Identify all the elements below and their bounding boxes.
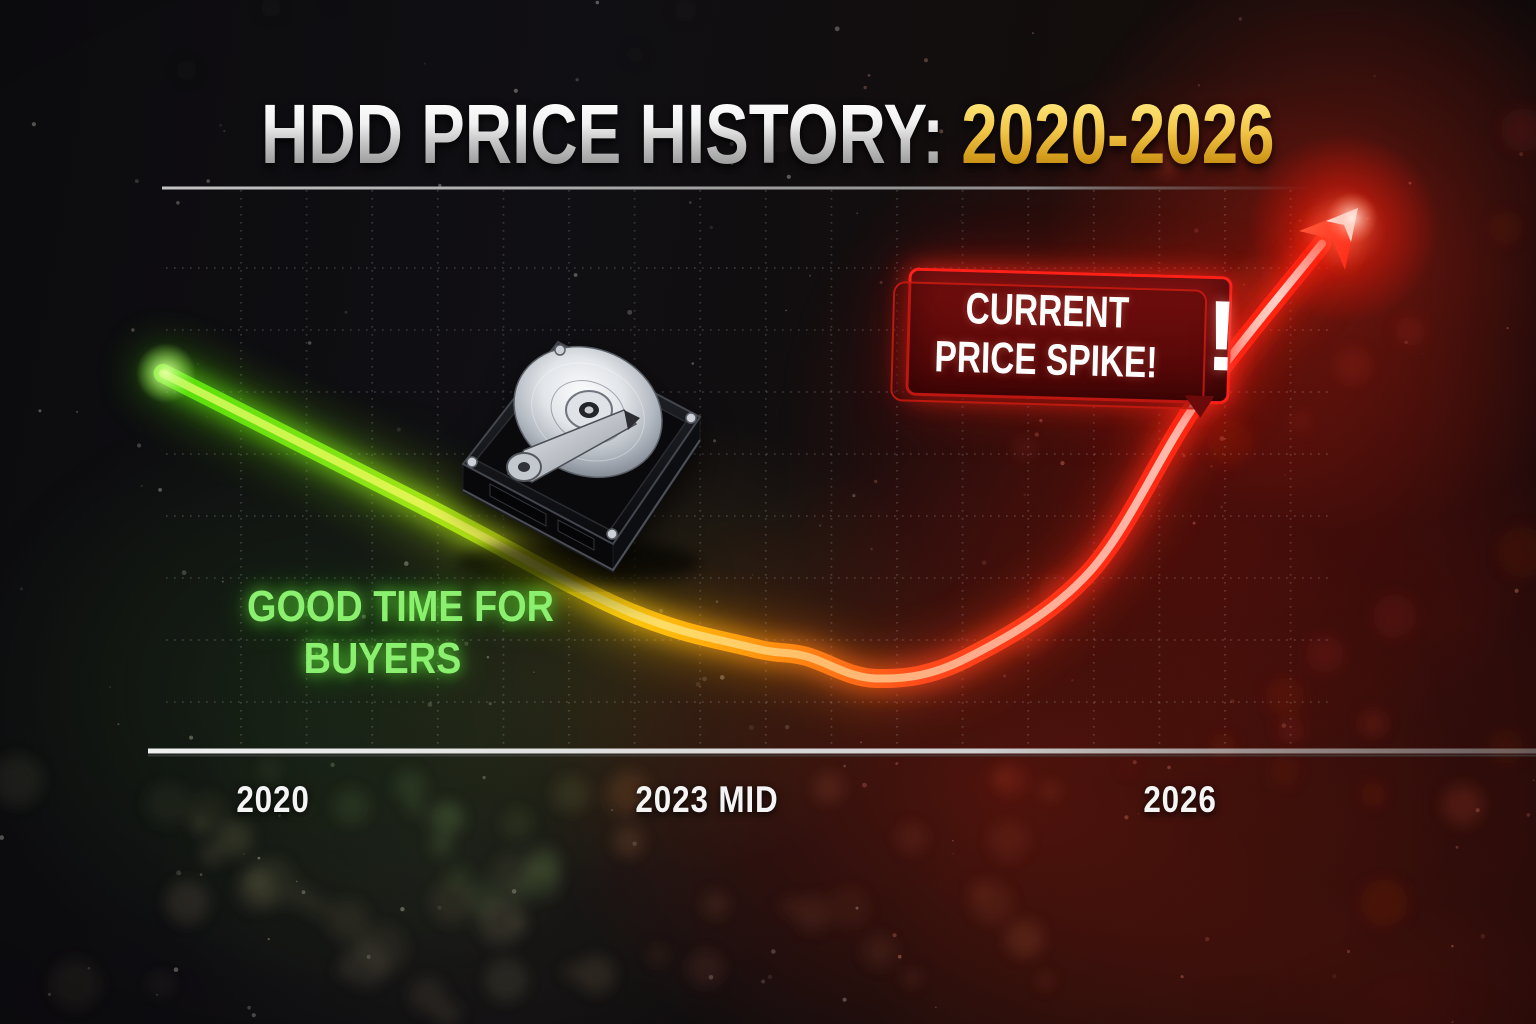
x-tick-2020: 2020 xyxy=(236,779,310,820)
hdd-screws xyxy=(466,344,697,540)
x-tick-2026: 2026 xyxy=(1143,779,1217,820)
spike-line2: PRICE SPIKE! xyxy=(933,332,1158,388)
exclamation-icon: ! xyxy=(1204,279,1240,393)
page-title: HDD PRICE HISTORY: 2020-2026 xyxy=(0,92,1536,176)
annotation-good-time: GOOD TIME FOR BUYERS xyxy=(225,581,554,685)
price-curve-core xyxy=(159,239,1326,683)
x-tick-2023-mid: 2023 MID xyxy=(635,779,779,820)
hdd-shadow xyxy=(456,540,700,584)
buyers-line1: GOOD TIME FOR xyxy=(247,582,554,631)
arrow-hot-spot xyxy=(1326,192,1378,244)
title-range: 2020-2026 xyxy=(961,87,1275,181)
curve-start-flash xyxy=(136,343,196,403)
price-spike-text: CURRENT PRICE SPIKE! xyxy=(898,282,1194,389)
title-main: HDD PRICE HISTORY: xyxy=(261,87,945,181)
price-spike-badge: CURRENT PRICE SPIKE! ! xyxy=(905,267,1239,405)
hdd-actuator-arm xyxy=(506,409,640,483)
hdd-image xyxy=(428,312,728,597)
buyers-line2: BUYERS xyxy=(303,633,462,683)
spike-line1: CURRENT xyxy=(964,283,1130,338)
